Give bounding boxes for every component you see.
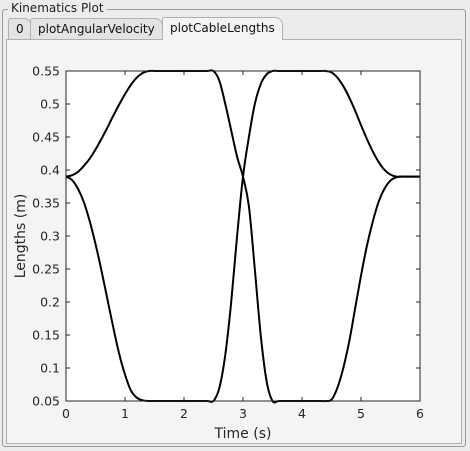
y-tick-label: 0.55 (32, 64, 60, 79)
y-tick-label: 0.05 (32, 394, 60, 409)
x-tick-label: 0 (62, 406, 70, 421)
series-layer (65, 69, 420, 404)
tab-plot-angular-velocity[interactable]: plotAngularVelocity (30, 18, 163, 39)
y-tick-label: 0.5 (40, 97, 60, 112)
x-tick-label: 2 (180, 406, 188, 421)
y-tick-label: 0.15 (32, 328, 60, 343)
y-tick-label: 0.2 (40, 295, 60, 310)
ticks-layer: 0 1 2 3 4 5 6 0.05 0.1 0.15 0.2 0.25 0.3 0.35 0.4 0.45 0… (32, 64, 424, 422)
x-tick-label: 4 (298, 406, 306, 421)
y-tick-label: 0.25 (32, 262, 60, 277)
y-tick-label: 0.3 (40, 229, 60, 244)
x-tick-label: 3 (239, 406, 247, 421)
panel-title: Kinematics Plot (8, 0, 107, 16)
tab-plot-cable-lengths[interactable]: plotCableLengths (162, 17, 283, 40)
series-line-2 (65, 69, 420, 403)
x-tick-label: 5 (357, 406, 365, 421)
x-axis-label: Time (s) (214, 426, 272, 442)
x-tick-label: 6 (416, 406, 424, 421)
y-tick-label: 0.35 (32, 196, 60, 211)
y-tick-label: 0.1 (40, 361, 60, 376)
x-tick-label: 1 (121, 406, 129, 421)
y-tick-label: 0.4 (40, 163, 60, 178)
y-tick-label: 0.45 (32, 130, 60, 145)
kinematics-plot-panel (2, 9, 466, 447)
y-axis-label: Lengths (m) (13, 194, 29, 279)
